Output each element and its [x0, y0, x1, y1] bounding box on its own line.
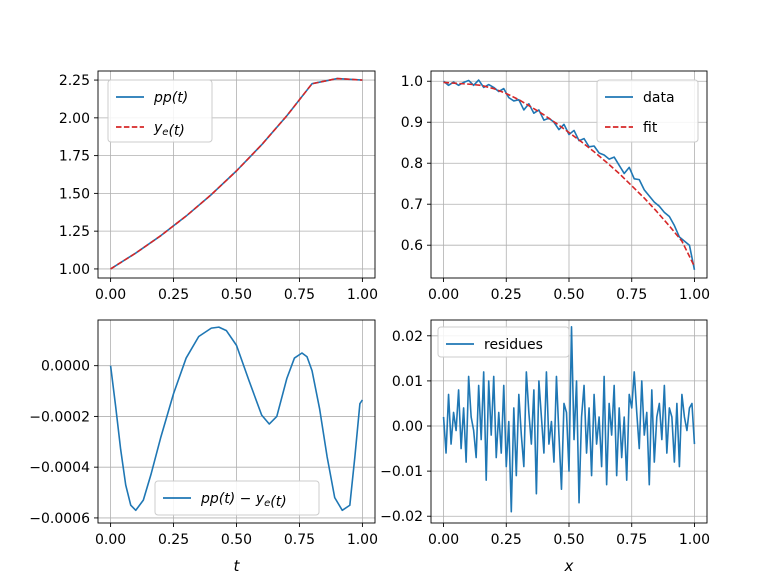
- y-tick-label: 1.25: [59, 224, 90, 240]
- legend-label: residues: [484, 337, 543, 353]
- series-line-residues: [442, 325, 696, 513]
- x-tick-label: 0.00: [95, 287, 126, 303]
- legend-box: [437, 326, 570, 358]
- y-tick-label: −0.01: [380, 464, 423, 480]
- x-tick-label: 1.00: [347, 287, 378, 303]
- y-tick-label: −0.0002: [29, 409, 90, 425]
- legend: residues: [437, 326, 570, 358]
- x-tick-label: 0.50: [221, 287, 252, 303]
- legend-box: [154, 480, 320, 516]
- legend: pp(t) ye(t): [107, 79, 213, 143]
- legend: pp(t) − ye(t): [154, 480, 320, 516]
- chart-tr: 0.00 0.25 0.50 0.75 1.00 0.6 0.7 0.8 0.9 1.0 data f…: [401, 70, 710, 303]
- x-tick-label: 0.25: [158, 532, 189, 548]
- x-axis-label: t: [234, 557, 241, 575]
- x-tick-label: 0.75: [284, 532, 315, 548]
- y-tick-label: 0.0000: [41, 359, 90, 375]
- y-tick-label: −0.02: [380, 509, 423, 525]
- x-tick-label: 0.25: [491, 287, 522, 303]
- chart-bl: 0.00 0.25 0.50 0.75 1.00 0.0000 −0.0002 −0.0004…: [29, 319, 378, 575]
- series-line-fit: [443, 81, 696, 267]
- chart-br: 0.00 0.25 0.50 0.75 1.00 0.02 0.01 0.00 −0.01 −0.…: [380, 319, 710, 575]
- legend-label: fit: [643, 120, 658, 136]
- y-tick-label: 1.50: [59, 186, 90, 202]
- x-tick-label: 0.75: [616, 532, 647, 548]
- x-tick-label: 0.00: [428, 287, 459, 303]
- y-tick-label: 0.8: [401, 156, 423, 172]
- x-tick-label: 0.50: [553, 532, 584, 548]
- y-tick-label: 0.6: [401, 238, 423, 254]
- y-tick-label: 0.01: [392, 374, 423, 390]
- legend: data fit: [596, 79, 699, 143]
- y-tick-label: −0.0006: [29, 511, 90, 527]
- x-tick-label: 1.00: [347, 532, 378, 548]
- series-line-y-e-t-: [110, 77, 363, 270]
- y-tick-label: 2.00: [59, 111, 90, 127]
- x-tick-label: 0.50: [553, 287, 584, 303]
- chart-tl: 0.00 0.25 0.50 0.75 1.00 1.00 1.25 1.50 1.75 2.00…: [59, 70, 378, 303]
- x-tick-label: 0.00: [95, 532, 126, 548]
- y-tick-label: 0.00: [392, 419, 423, 435]
- legend-label: data: [643, 90, 675, 106]
- x-tick-label: 0.50: [221, 532, 252, 548]
- x-tick-label: 1.00: [679, 287, 710, 303]
- x-axis-label: x: [564, 557, 574, 575]
- y-tick-label: 1.00: [59, 262, 90, 278]
- y-tick-label: 1.75: [59, 149, 90, 165]
- x-tick-label: 0.25: [158, 287, 189, 303]
- series-line-pp-t-y-e-t-: [109, 326, 364, 512]
- legend-label: pp(t): [153, 90, 188, 106]
- x-tick-label: 0.75: [616, 287, 647, 303]
- legend-label: pp(t) − ye(t): [200, 491, 287, 510]
- y-tick-label: 2.25: [59, 73, 90, 89]
- y-tick-label: 1.0: [401, 74, 423, 90]
- y-tick-label: 0.9: [401, 115, 423, 131]
- x-tick-label: 0.75: [284, 287, 315, 303]
- x-tick-label: 0.25: [491, 532, 522, 548]
- x-tick-label: 0.00: [428, 532, 459, 548]
- y-tick-label: −0.0004: [29, 460, 90, 476]
- y-tick-label: 0.7: [401, 197, 423, 213]
- legend-label: ye(t): [153, 120, 185, 139]
- x-tick-label: 1.00: [679, 532, 710, 548]
- y-tick-label: 0.02: [392, 329, 423, 345]
